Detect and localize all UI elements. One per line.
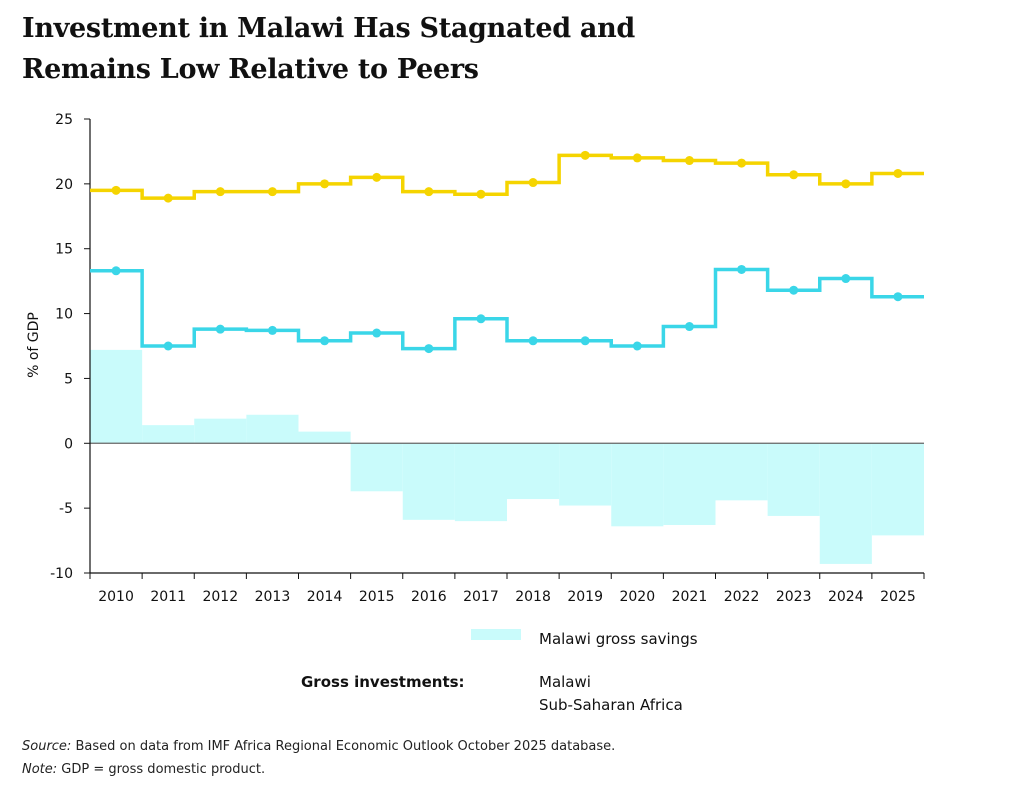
ssa-point [476,189,486,199]
savings-bar [819,443,872,564]
x-tick-label: 2020 [619,589,655,605]
malawi-point [163,341,173,351]
savings-bar [142,425,195,444]
gdp-note: Note: GDP = gross domestic product. [22,762,265,777]
x-tick-label: 2022 [724,589,760,605]
source-note: Source: Based on data from IMF Africa Re… [22,739,615,754]
malawi-point [476,314,486,324]
savings-bar [90,349,143,444]
savings-bar [507,443,560,500]
ssa-point [789,170,799,180]
ssa-point [372,172,382,182]
ssa-point [267,187,277,197]
malawi-point [632,341,642,351]
savings-bar [767,443,820,516]
legend-savings-swatch [471,629,521,640]
x-tick-label: 2021 [672,589,708,605]
x-tick-label: 2019 [567,589,603,605]
x-tick-label: 2013 [255,589,291,605]
y-axis-label: % of GDP [26,312,42,378]
malawi-point [111,266,121,276]
malawi-point [789,285,799,295]
chart-title-line-2: Remains Low Relative to Peers [22,54,479,85]
y-tick-label: 15 [55,242,73,258]
x-tick-label: 2018 [515,589,551,605]
ssa-point [893,168,903,178]
x-tick-label: 2025 [880,589,916,605]
malawi-point [528,336,538,346]
malawi-point [424,344,434,354]
savings-bar [298,431,351,444]
ssa-point [528,178,538,188]
y-tick-label: -10 [50,566,73,582]
malawi-point [580,336,590,346]
savings-bar [402,443,455,520]
x-tick-label: 2017 [463,589,499,605]
savings-bar [663,443,716,526]
malawi-point [267,325,277,335]
malawi-step-line [90,267,924,351]
malawi-point [684,322,694,332]
legend-malawi-label: Malawi [539,673,591,691]
source-label: Source: [22,739,72,754]
x-tick-label: 2016 [411,589,447,605]
savings-bar [454,443,507,522]
savings-bar [715,443,768,501]
legend-savings-label: Malawi gross savings [539,630,698,648]
y-tick-label: 5 [64,371,73,387]
malawi-point [320,336,330,346]
chart-title-line-1: Investment in Malawi Has Stagnated and [22,13,635,44]
savings-bar [194,418,247,444]
x-tick-label: 2023 [776,589,812,605]
malawi-point [737,264,747,274]
ssa-point [580,150,590,160]
legend-ssa-label: Sub-Saharan Africa [539,696,683,714]
ssa-step-line [90,153,924,200]
chart-title: Investment in Malawi Has Stagnated and R… [22,8,722,90]
y-tick-label: 20 [55,177,73,193]
y-tick-label: 10 [55,307,73,323]
x-tick-label: 2011 [150,589,186,605]
savings-bar [559,443,612,506]
y-tick-label: -5 [59,501,73,517]
y-tick-label: 0 [64,436,73,452]
malawi-point [841,274,851,284]
savings-bar [871,443,924,536]
malawi-point [372,328,382,338]
ssa-point [424,187,434,197]
y-tick-label: 25 [55,112,73,128]
note-text: GDP = gross domestic product. [57,762,266,777]
legend-investments-heading: Gross investments: [301,673,465,691]
ssa-point [841,179,851,189]
x-tick-label: 2010 [98,589,134,605]
x-tick-label: 2015 [359,589,395,605]
x-tick-label: 2024 [828,589,864,605]
ssa-point [111,185,121,195]
malawi-point [893,292,903,302]
x-tick-label: 2014 [307,589,343,605]
malawi-point [215,324,225,334]
ssa-point [320,179,330,189]
note-label: Note: [22,762,58,777]
ssa-point [163,193,173,203]
savings-bar [350,443,403,492]
ssa-point [632,153,642,163]
ssa-point [737,158,747,168]
ssa-point [684,156,694,166]
ssa-point [215,187,225,197]
savings-bar [246,414,299,444]
savings-bar [611,443,664,527]
source-text: Based on data from IMF Africa Regional E… [71,739,616,754]
x-tick-label: 2012 [202,589,238,605]
